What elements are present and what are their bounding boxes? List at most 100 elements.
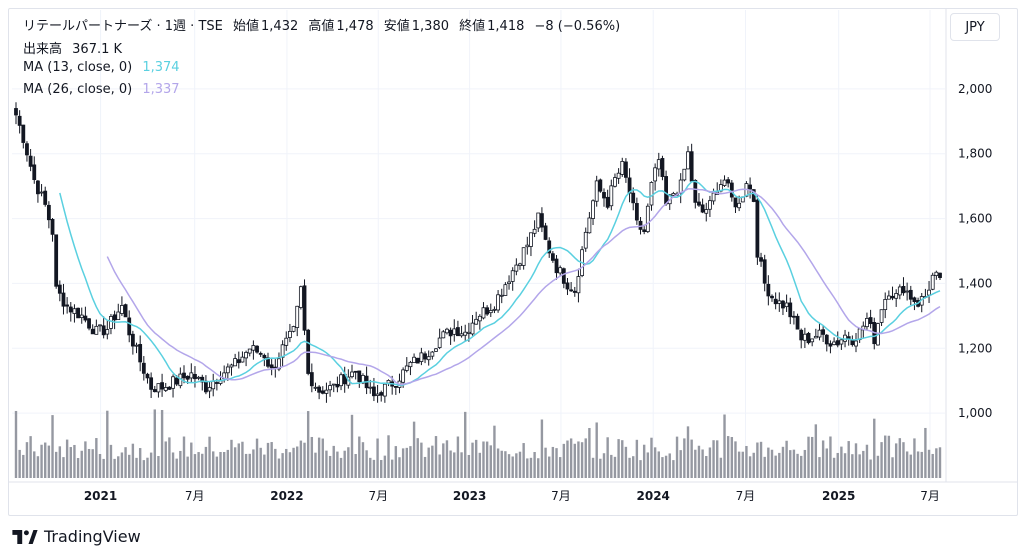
candle-body [616, 172, 621, 179]
candle-body [269, 364, 274, 369]
candle-body [251, 345, 256, 351]
candle-body [682, 168, 687, 181]
volume-bar [33, 451, 36, 478]
volume-legend[interactable]: 出来高 367.1 K [23, 38, 122, 57]
ma13-legend[interactable]: MA (13, close, 0) 1,374 [23, 60, 180, 75]
candle-body [832, 341, 836, 346]
volume-bar [365, 450, 368, 478]
volume-bar [573, 443, 576, 478]
candle-body [353, 370, 358, 373]
candle-body [277, 358, 281, 370]
volume-bar [106, 410, 109, 478]
tradingview-logo[interactable]: TradingView [12, 527, 141, 546]
candle-body [43, 190, 48, 205]
volume-bar [489, 445, 492, 478]
candle-body [309, 372, 314, 387]
volume-bar [580, 442, 584, 478]
ma13-value: 1,374 [142, 60, 180, 75]
symbol-name[interactable]: リテールパートナーズ [23, 19, 153, 34]
candle-body [240, 356, 245, 363]
volume-bar [124, 447, 127, 478]
volume-bar [569, 438, 573, 478]
interval-label[interactable]: 1週 [164, 19, 187, 34]
candle-body [726, 179, 731, 184]
candle-body [17, 115, 22, 126]
currency-button[interactable]: JPY [950, 13, 1000, 41]
candle-body [700, 204, 705, 213]
candle-body [298, 286, 303, 308]
volume-bar [168, 437, 171, 478]
volume-bar [723, 414, 726, 478]
volume-bar [712, 440, 715, 478]
volume-bar [274, 448, 277, 478]
candle-body [802, 333, 807, 341]
volume-bar [810, 436, 814, 478]
candle-body [697, 201, 701, 206]
volume-bar [548, 456, 551, 478]
candle-body [894, 293, 899, 299]
volume-bar [800, 455, 803, 478]
volume-bar [909, 454, 912, 478]
candle-body [152, 389, 157, 393]
x-tick-label: 2025 [822, 489, 855, 503]
candle-body [499, 294, 504, 297]
volume-bar [252, 449, 255, 478]
volume-bar [840, 446, 843, 478]
volume-bar [380, 459, 383, 478]
volume-bar [898, 438, 902, 478]
volume-bar [445, 440, 449, 478]
volume-bar [416, 438, 419, 478]
volume-bar [306, 411, 310, 478]
volume-bar [880, 442, 883, 478]
volume-bar [938, 447, 942, 478]
candle-body [193, 374, 197, 380]
volume-bar [149, 452, 153, 478]
high-value: 1,478 [336, 19, 374, 34]
volume-bar [862, 450, 865, 478]
volume-bar [453, 452, 456, 478]
ma26-legend[interactable]: MA (26, close, 0) 1,337 [23, 82, 180, 97]
candle-body [792, 315, 796, 318]
volume-bar [321, 438, 324, 478]
y-tick-label: 1,800 [958, 147, 992, 161]
volume-bar [781, 446, 785, 478]
volume-bar [58, 446, 62, 478]
volume-bar [270, 442, 273, 478]
volume-bar [774, 455, 777, 478]
volume-bar [829, 436, 832, 478]
volume-bar [398, 457, 401, 478]
volume-bar [646, 452, 650, 478]
candle-body [258, 352, 263, 355]
candle-body [112, 314, 117, 321]
volume-bar [44, 442, 47, 478]
candle-body [14, 108, 18, 116]
y-tick-label: 1,200 [958, 341, 992, 355]
candle-body [649, 182, 654, 206]
volume-bar [263, 454, 266, 478]
candle-body [331, 383, 336, 386]
volume-bar [65, 439, 69, 478]
volume-bar [237, 443, 240, 478]
candle-body [368, 386, 373, 389]
candle-body [631, 192, 636, 204]
volume-bar [193, 454, 197, 478]
candle-body [554, 258, 559, 274]
volume-bar [927, 449, 931, 478]
volume-bar [164, 441, 167, 478]
volume-bar [135, 457, 138, 478]
candle-body [262, 354, 267, 359]
close-value: 1,418 [487, 19, 525, 34]
candle-body [536, 212, 541, 229]
candle-body [288, 330, 292, 338]
volume-bar [102, 458, 105, 478]
volume-bar [142, 460, 146, 478]
candle-body [350, 371, 354, 378]
volume-bar [602, 453, 606, 478]
candle-body [456, 327, 460, 337]
candle-body [302, 285, 307, 331]
candle-body [167, 386, 172, 390]
candle-body [671, 193, 676, 196]
candle-body [57, 284, 62, 294]
candle-body [87, 318, 91, 329]
